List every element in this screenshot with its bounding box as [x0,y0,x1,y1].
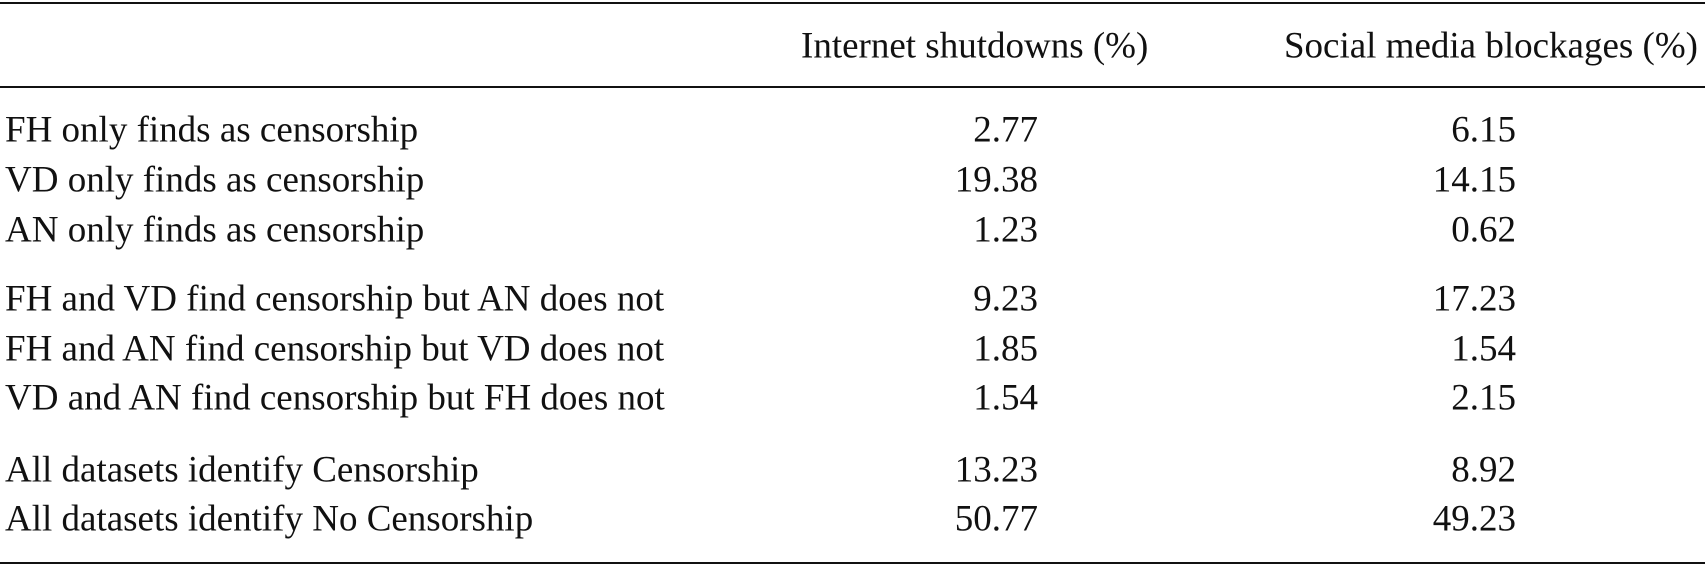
cell-value: 2.15 [1451,377,1516,418]
cell-value: 19.38 [955,159,1038,200]
cell-value: 1.54 [973,377,1038,418]
cell-value: 6.15 [1451,109,1516,150]
column-header: Internet shutdowns (%) [801,25,1148,66]
row-label: VD and AN find censorship but FH does no… [5,377,666,418]
row-label: FH and AN find censorship but VD does no… [5,328,665,369]
cell-value: 8.92 [1451,449,1516,490]
cell-value: 13.23 [955,449,1038,490]
cell-value: 2.77 [973,109,1038,150]
cell-value: 17.23 [1433,278,1516,319]
cell-value: 0.62 [1451,209,1516,250]
cell-value: 14.15 [1433,159,1516,200]
cell-value: 1.54 [1451,328,1516,369]
cell-value: 1.85 [973,328,1038,369]
cell-value: 1.23 [973,209,1038,250]
row-label: FH only finds as censorship [5,109,418,150]
column-header: Social media blockages (%) [1284,25,1698,66]
cell-value: 9.23 [973,278,1038,319]
row-label: AN only finds as censorship [5,209,424,250]
row-label: FH and VD find censorship but AN does no… [5,278,665,319]
row-label: All datasets identify No Censorship [5,498,533,539]
row-label: VD only finds as censorship [5,159,424,200]
cell-value: 50.77 [955,498,1038,539]
cell-value: 49.23 [1433,498,1516,539]
row-label: All datasets identify Censorship [5,449,479,490]
